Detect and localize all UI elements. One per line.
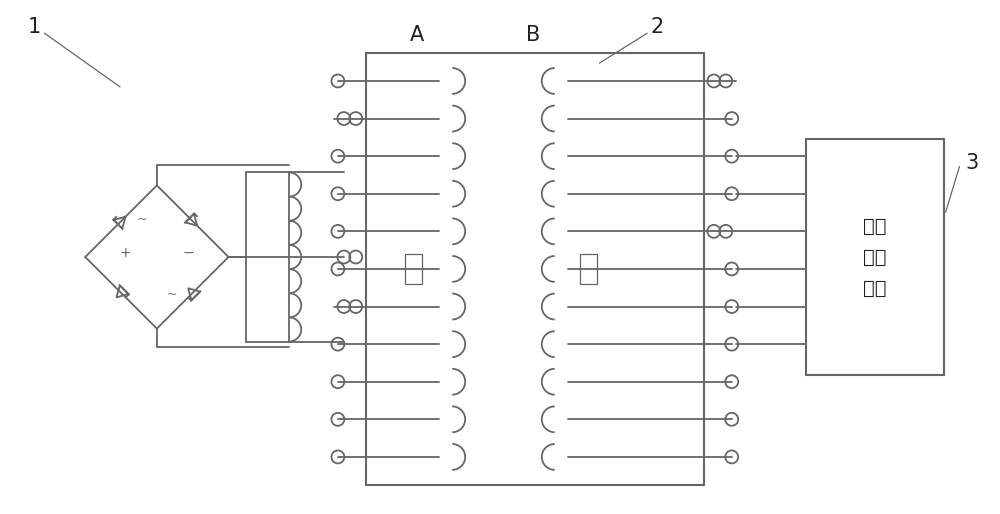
Text: 2: 2 (651, 17, 664, 37)
Text: 机械
分接
开关: 机械 分接 开关 (863, 216, 887, 298)
Text: 1: 1 (28, 17, 41, 37)
Text: ~: ~ (137, 213, 147, 226)
Bar (580, 254, 597, 284)
Text: −: − (183, 246, 195, 260)
Text: A: A (410, 25, 425, 45)
Text: 3: 3 (966, 153, 979, 173)
Text: +: + (119, 246, 131, 260)
Bar (806, 139, 944, 375)
Bar (366, 53, 704, 485)
Text: B: B (526, 25, 540, 45)
Text: ~: ~ (167, 288, 177, 301)
Bar (405, 254, 422, 284)
